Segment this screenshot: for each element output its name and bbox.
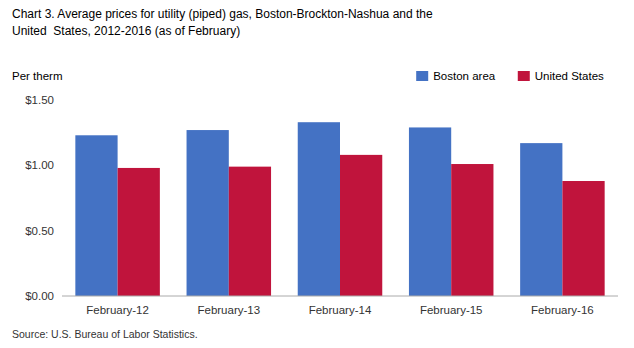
x-tick-label: February-15 (420, 304, 483, 316)
x-tick-label: February-12 (86, 304, 149, 316)
bar: United States: 0.99 (229, 167, 271, 296)
legend: Boston area United States (416, 70, 604, 82)
bar: Boston area: 1.33 (298, 122, 340, 296)
x-tick-label: February-16 (531, 304, 594, 316)
legend-label: Boston area (433, 70, 496, 82)
legend-swatch (416, 71, 428, 81)
bar: Boston area: 1.17 (520, 143, 562, 296)
x-tick-label: February-14 (309, 304, 372, 316)
x-tick-label: February-13 (197, 304, 260, 316)
title: United States, 2012-2016 (as of February… (12, 24, 240, 38)
legend-swatch (518, 71, 530, 81)
y-tick-label: $0.50 (25, 225, 54, 237)
bars: Boston area: 1.23 Boston area: 1.27 Boston… (75, 122, 604, 296)
y-axis-label: Per therm (12, 70, 63, 82)
background (0, 0, 634, 348)
y-tick-label: $1.50 (25, 94, 54, 106)
title: Chart 3. Average prices for utility (pip… (12, 7, 433, 21)
y-tick-label: $1.00 (25, 159, 54, 171)
chart: Chart 3. Average prices for utility (pip… (0, 0, 634, 348)
y-tick-label: $0.00 (25, 290, 54, 302)
bar: United States: 0.88 (562, 181, 604, 296)
bar: Boston area: 1.29 (409, 127, 451, 296)
x-axis-line (62, 296, 618, 297)
source: Source: U.S. Bureau of Labor Statistics. (12, 328, 198, 340)
legend-label: United States (535, 70, 604, 82)
bar: United States: 0.98 (118, 168, 160, 296)
bar: United States: 1.08 (340, 155, 382, 296)
bar: United States: 1.01 (451, 164, 493, 296)
bar: Boston area: 1.27 (187, 130, 229, 296)
bar: Boston area: 1.23 (75, 135, 117, 296)
